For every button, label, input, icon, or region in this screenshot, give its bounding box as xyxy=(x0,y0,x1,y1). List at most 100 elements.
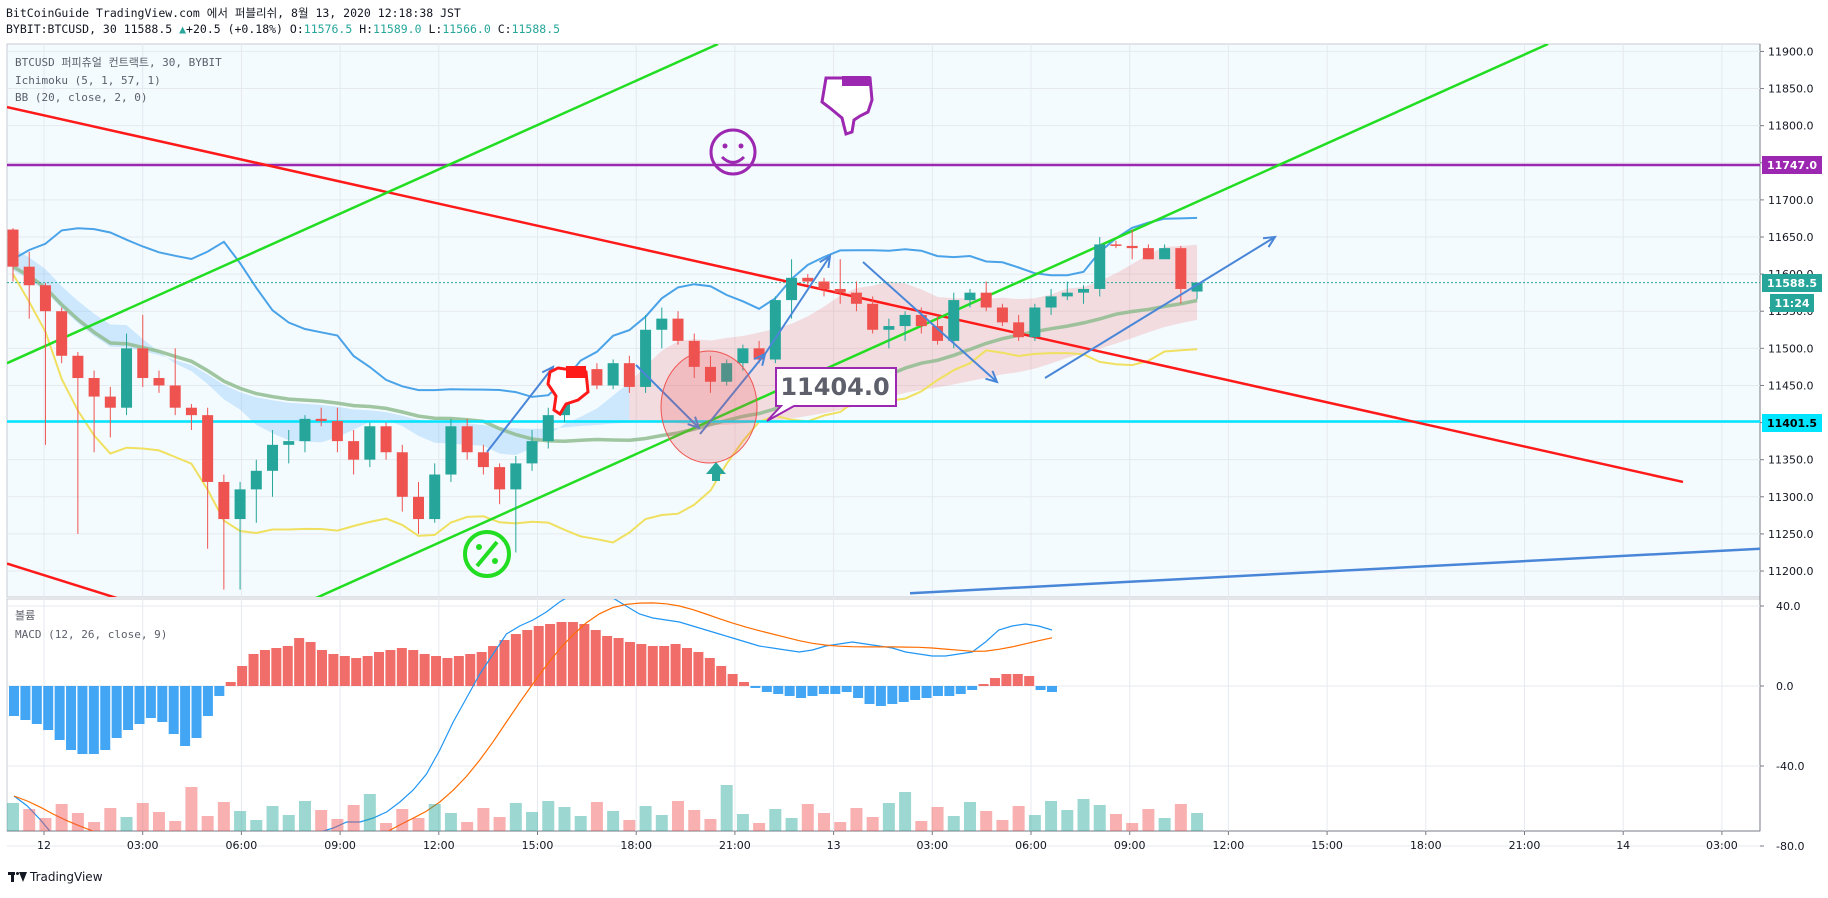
volume-bar xyxy=(39,818,52,831)
cyan-level-text: 11401.5 xyxy=(1767,417,1817,430)
open-label: O: xyxy=(289,22,304,36)
volume-bar xyxy=(639,806,652,831)
high-value: 11589.0 xyxy=(373,22,422,36)
macd-histogram-bar xyxy=(1012,674,1023,686)
pointing-hand-red-cuff xyxy=(566,366,586,378)
candle-body xyxy=(461,426,473,453)
candle-body xyxy=(964,292,976,301)
macd-histogram-bar xyxy=(955,686,966,694)
volume-bar xyxy=(298,801,311,831)
time-tick-label: 18:00 xyxy=(1410,839,1442,852)
macd-histogram-bar xyxy=(921,686,932,698)
time-tick-label: 03:00 xyxy=(127,839,159,852)
price-tick-label: 11850.0 xyxy=(1768,83,1814,96)
macd-histogram-bar xyxy=(579,624,590,686)
candle-body xyxy=(1094,244,1106,289)
time-tick-label: 12:00 xyxy=(423,839,455,852)
macd-histogram-bar xyxy=(761,686,772,692)
volume-bar xyxy=(655,815,668,831)
candle-body xyxy=(1078,288,1090,293)
macd-histogram-bar xyxy=(476,652,487,686)
volume-bar xyxy=(834,822,847,831)
macd-histogram-bar xyxy=(567,622,578,686)
ohlc-line: BYBIT:BTCUSD, 30 11588.5 ▲+20.5 (+0.18%)… xyxy=(6,22,560,36)
volume-bar xyxy=(88,822,101,831)
pane-frames xyxy=(6,43,1761,832)
macd-axis[interactable]: 40.00.0-40.0-80.0-120.0 xyxy=(1760,600,1811,898)
macd-histogram-bar xyxy=(841,686,852,692)
volume-bar xyxy=(720,785,733,831)
candle-body xyxy=(7,229,19,267)
volume-bar xyxy=(882,803,895,831)
macd-histogram-bar xyxy=(1047,686,1057,692)
candle-body xyxy=(899,314,911,327)
symbol-text: BYBIT:BTCUSD, 30 11588.5 xyxy=(6,22,173,36)
price-tick-label: 11500.0 xyxy=(1768,342,1814,355)
candle-body xyxy=(121,348,133,408)
candle-body xyxy=(477,452,489,468)
macd-histogram-bar xyxy=(488,646,499,686)
candle-body xyxy=(640,329,652,387)
candle-body xyxy=(850,292,862,304)
volume-bar xyxy=(1077,799,1090,831)
time-tick-label: 15:00 xyxy=(1311,839,1343,852)
time-tick-label: 15:00 xyxy=(522,839,554,852)
legend-symbol: BTCUSD 퍼피츄얼 컨트랙트, 30, BYBIT xyxy=(15,55,222,69)
macd-histogram-bar xyxy=(316,650,327,686)
macd-histogram-bar xyxy=(328,654,339,686)
time-axis[interactable]: 12 03:00 06:00 09:00 12:00 15:00 18:00 21:00 13 0… xyxy=(37,831,1738,852)
price-callout-text: 11404.0 xyxy=(780,373,889,401)
candle-body xyxy=(315,418,327,422)
volume-bar xyxy=(250,820,263,831)
purple-level-text: 11747.0 xyxy=(1767,159,1817,172)
macd-histogram-bar xyxy=(807,686,818,696)
volume-bar xyxy=(607,811,620,831)
macd-histogram-bar xyxy=(145,686,156,718)
up-arrow-icon: ▲ xyxy=(179,22,187,36)
macd-histogram-bar xyxy=(31,686,42,724)
annot-arrow-up-2 xyxy=(699,353,766,435)
countdown-text: 11:24 xyxy=(1774,297,1809,310)
candle-body xyxy=(915,314,927,327)
time-tick-label: 14 xyxy=(1616,839,1630,852)
volume-bar xyxy=(1158,818,1171,831)
highlight-ellipse xyxy=(660,350,758,464)
price-tick-label: 11200.0 xyxy=(1768,565,1814,578)
candle-body xyxy=(1126,245,1138,249)
volume-bar xyxy=(55,804,68,831)
macd-tick-label: 40.0 xyxy=(1776,600,1801,613)
macd-histogram-bar xyxy=(191,686,202,738)
tradingview-footer[interactable]: TradingView xyxy=(8,870,103,884)
candle-body xyxy=(429,474,441,520)
current-price-badge xyxy=(1762,274,1822,292)
volume-bar xyxy=(850,808,863,831)
candle-body xyxy=(234,489,246,520)
macd-histogram-bar xyxy=(419,654,430,686)
macd-histogram-bar xyxy=(157,686,168,722)
macd-tick-label: -80.0 xyxy=(1776,840,1804,853)
ichimoku-cloud-bearish xyxy=(629,244,1198,426)
macd-tick-label: -40.0 xyxy=(1776,760,1804,773)
macd-histogram-bar xyxy=(1001,674,1012,686)
candle-body xyxy=(104,396,116,408)
macd-histogram-bar xyxy=(499,640,510,686)
macd-histogram-bar xyxy=(784,686,795,696)
macd-histogram-bar xyxy=(773,686,784,694)
candle-body xyxy=(445,426,457,475)
macd-histogram-bar xyxy=(214,686,225,696)
price-tick-label: 11450.0 xyxy=(1768,379,1814,392)
macd-histogram-bar xyxy=(613,638,624,686)
candle-body xyxy=(623,363,635,387)
macd-histogram-bar xyxy=(602,636,613,686)
macd-histogram-bar xyxy=(408,650,419,686)
bb-upper-line xyxy=(12,216,1198,398)
chart-title-line: BitCoinGuide TradingView.com 에서 퍼블리쉬, 8월… xyxy=(6,6,461,20)
volume-bar xyxy=(1045,801,1058,831)
candle-body xyxy=(1142,248,1154,260)
cyan-level-badge xyxy=(1762,414,1822,432)
candle-body xyxy=(802,277,814,282)
volume-bar xyxy=(623,820,636,831)
volume-bar xyxy=(947,816,960,831)
volume-bar xyxy=(1191,813,1204,831)
